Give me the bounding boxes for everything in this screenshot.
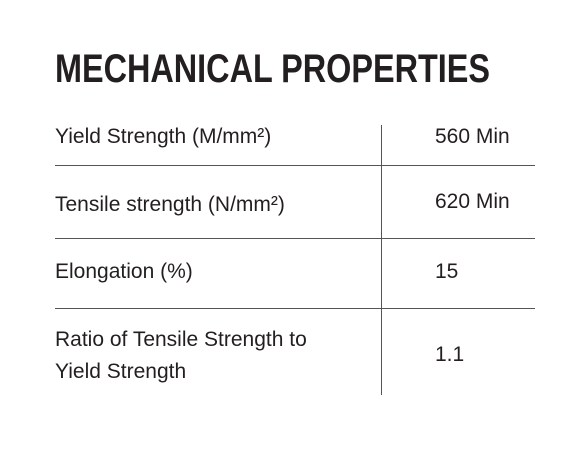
title: MECHANICAL PROPERTIES <box>55 47 490 91</box>
row-label: Tensile strength (N/mm²) <box>55 193 285 216</box>
title-area: MECHANICAL PROPERTIES <box>55 47 490 91</box>
row-value: 1.1 <box>435 343 465 366</box>
row-divider <box>55 238 535 239</box>
row-label: Ratio of Tensile Strength to Yield Stren… <box>55 328 307 383</box>
row-divider <box>55 165 535 166</box>
row-label: Elongation (%) <box>55 260 193 283</box>
row-label: Yield Strength (M/mm²) <box>55 125 272 148</box>
row-divider <box>55 308 535 309</box>
row-value: 620 Min <box>435 190 510 213</box>
row-value: 15 <box>435 260 459 283</box>
column-divider <box>381 125 382 395</box>
row-value: 560 Min <box>435 125 510 148</box>
